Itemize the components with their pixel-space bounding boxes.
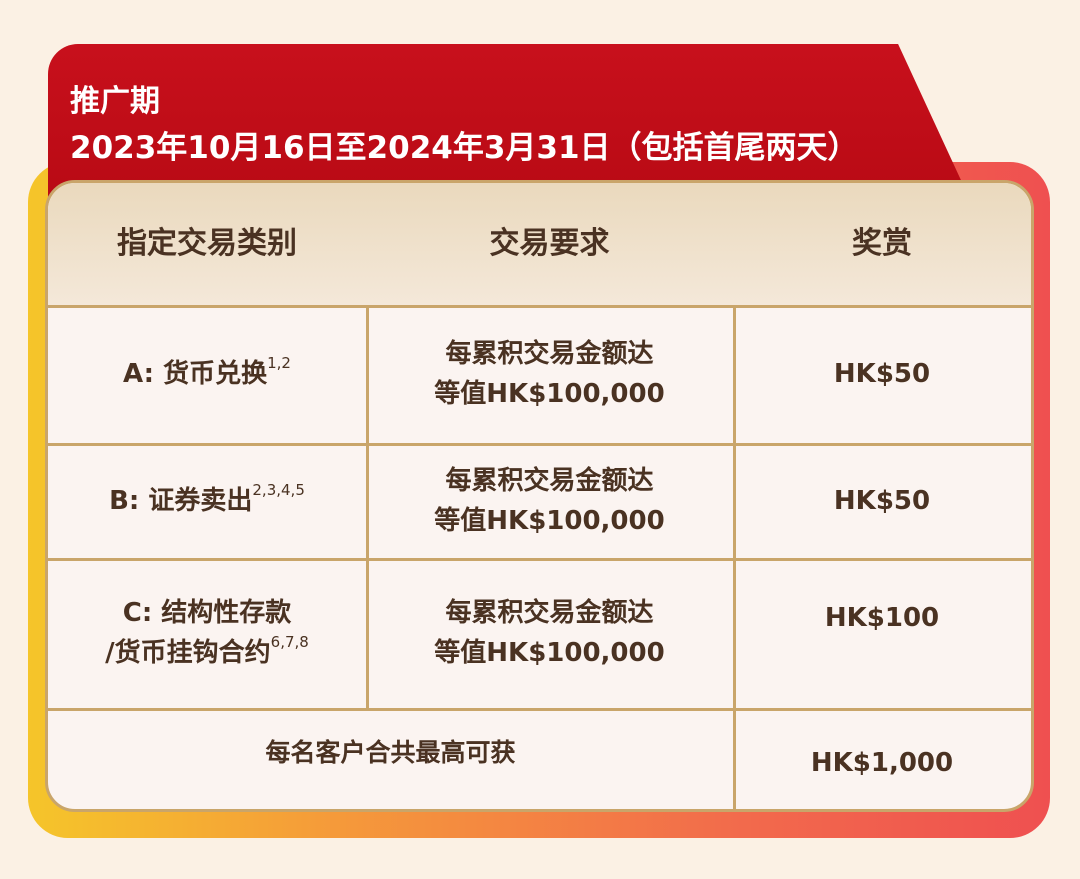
category-line: B: 证券卖出2,3,4,5: [109, 481, 305, 521]
table-header: [48, 183, 1031, 308]
row-divider: [48, 558, 1031, 561]
reward-value: HK$50: [833, 359, 931, 389]
requirement-cell: 每累积交易金额达 等值HK$100,000: [366, 558, 733, 708]
column-divider: [366, 305, 369, 708]
requirement-cell: 每累积交易金额达 等值HK$100,000: [366, 443, 733, 558]
reward-table: 指定交易类别 交易要求 奖赏 A: 货币兑换1,2 每累积交易金额达 等值HK$100,0…: [45, 180, 1034, 812]
reward-cell: HK$50: [733, 443, 1031, 558]
reward-cell: HK$100: [733, 558, 1031, 708]
total-label-cell: 每名客户合共最高可获: [48, 708, 733, 798]
category-cell: B: 证券卖出2,3,4,5: [48, 443, 366, 558]
requirement-line: 等值HK$100,000: [434, 505, 665, 536]
requirement-line: 每累积交易金额达: [445, 598, 654, 628]
category-cell: C: 结构性存款/货币挂钩合约6,7,8: [48, 558, 366, 708]
requirement-line: 每累积交易金额达: [445, 465, 654, 496]
category-text: A: 货币兑换: [123, 359, 268, 389]
category-text: /货币挂钩合约: [105, 638, 271, 668]
footnote-ref: 1,2: [267, 354, 291, 372]
category-line: A: 货币兑换1,2: [123, 354, 291, 394]
column-header: 交易要求: [366, 183, 733, 305]
requirement-line: 等值HK$100,000: [434, 638, 665, 668]
period-tab: 推广期 2023年10月16日至2024年3月31日（包括首尾两天）: [48, 44, 972, 204]
period-label: 推广期: [70, 84, 160, 119]
category-text: C: 结构性存款: [122, 598, 292, 628]
category-text: B: 证券卖出: [109, 485, 253, 516]
column-header: 指定交易类别: [48, 183, 366, 305]
footnote-ref: 6,7,8: [270, 633, 309, 651]
row-divider: [48, 305, 1031, 308]
category-line: /货币挂钩合约6,7,8: [105, 633, 309, 673]
total-label: 每名客户合共最高可获: [265, 738, 516, 767]
column-header: 奖赏: [733, 183, 1031, 305]
footnote-ref: 2,3,4,5: [252, 480, 305, 499]
total-reward: HK$1,000: [810, 748, 954, 778]
reward-cell: HK$50: [733, 305, 1031, 443]
requirement-line: 每累积交易金额达: [445, 339, 654, 369]
column-title: 交易要求: [489, 226, 610, 261]
row-divider: [48, 708, 1031, 711]
category-cell: A: 货币兑换1,2: [48, 305, 366, 443]
column-title: 奖赏: [852, 226, 912, 261]
reward-value: HK$100: [824, 603, 940, 633]
row-divider: [48, 443, 1031, 446]
reward-value: HK$50: [833, 485, 931, 516]
category-line: C: 结构性存款: [123, 593, 292, 633]
column-divider: [733, 305, 736, 809]
column-title: 指定交易类别: [117, 226, 297, 261]
period-dates: 2023年10月16日至2024年3月31日（包括首尾两天）: [70, 130, 859, 166]
total-reward-cell: HK$1,000: [733, 708, 1031, 809]
requirement-line: 等值HK$100,000: [434, 379, 665, 409]
requirement-cell: 每累积交易金额达 等值HK$100,000: [366, 305, 733, 443]
